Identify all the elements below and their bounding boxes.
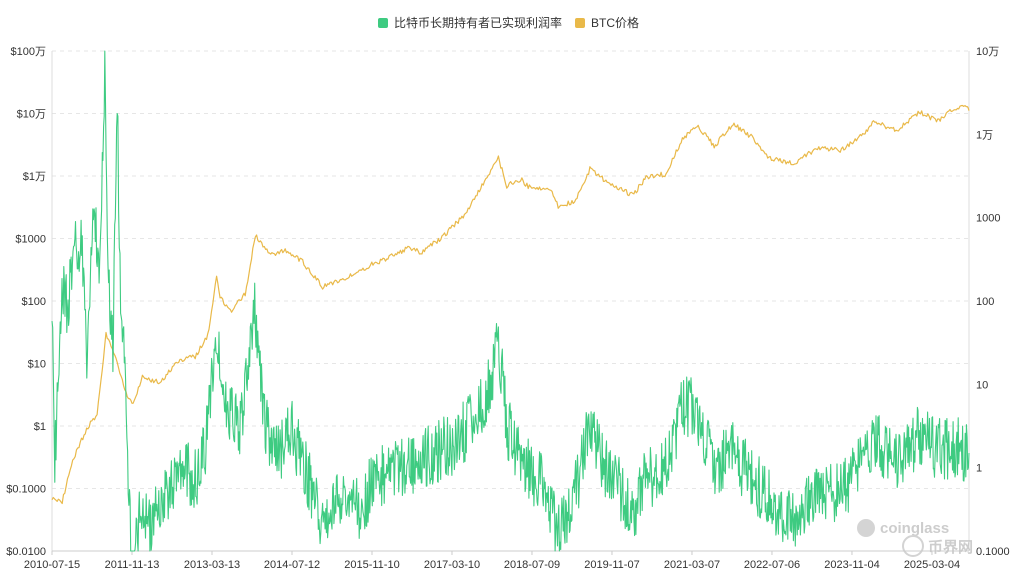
- left-tick-label: $1000: [15, 234, 46, 246]
- right-tick-label: 1000: [976, 213, 1000, 225]
- x-tick-label: 2019-11-07: [584, 559, 639, 571]
- legend-label-ratio[interactable]: 比特币长期持有者已实现利润率: [394, 15, 562, 30]
- left-tick-label: $10: [28, 359, 46, 371]
- x-tick-label: 2015-11-10: [344, 559, 399, 571]
- x-tick-label: 2025-03-04: [904, 559, 960, 571]
- watermark-brand-cn: 币界网: [928, 539, 973, 556]
- watermark: coinglass 币界网: [857, 519, 973, 557]
- left-tick-label: $100万: [11, 46, 46, 58]
- x-tick-label: 2013-03-13: [184, 559, 240, 571]
- left-axis: $0.0100 $0.1000 $1 $10 $100 $1000 $1万 $10万 $100万: [6, 46, 46, 558]
- x-tick-label: 2022-07-06: [744, 559, 800, 571]
- legend-label-btc[interactable]: BTC价格: [591, 15, 639, 30]
- left-tick-label: $1万: [23, 171, 46, 183]
- right-axis: 0.1000 1 10 100 1000 1万 10万: [976, 46, 1010, 558]
- right-tick-label: 100: [976, 296, 994, 308]
- watermark-brand: coinglass: [880, 520, 949, 537]
- series-line-ratio: [51, 50, 970, 552]
- right-tick-label: 1: [976, 463, 982, 475]
- right-tick-label: 1万: [976, 129, 993, 141]
- coinglass-logo-icon: [857, 519, 875, 537]
- left-tick-label: $0.0100: [6, 546, 46, 558]
- right-tick-label: 10: [976, 379, 988, 391]
- bijie-logo-icon: [902, 535, 924, 557]
- x-tick-label: 2017-03-10: [424, 559, 480, 571]
- legend-swatch-btc[interactable]: [575, 18, 585, 28]
- x-tick-label: 2023-11-04: [824, 559, 879, 571]
- left-tick-label: $0.1000: [6, 484, 46, 496]
- x-axis: 2010-07-15 2011-11-13 2013-03-13 2014-07-12…: [24, 551, 960, 571]
- right-tick-label: 10万: [976, 46, 999, 58]
- series-layer: [51, 50, 970, 552]
- left-tick-label: $100: [22, 296, 46, 308]
- x-tick-label: 2018-07-09: [504, 559, 560, 571]
- legend-swatch-ratio[interactable]: [378, 18, 388, 28]
- left-tick-label: $1: [34, 421, 46, 433]
- left-tick-label: $10万: [17, 109, 46, 121]
- grid: [51, 50, 970, 552]
- right-tick-label: 0.1000: [976, 546, 1010, 558]
- series-line-btc-price: [51, 104, 970, 505]
- x-tick-label: 2014-07-12: [264, 559, 320, 571]
- x-tick-label: 2021-03-07: [664, 559, 720, 571]
- x-tick-label: 2010-07-15: [24, 559, 80, 571]
- legend: 比特币长期持有者已实现利润率 BTC价格: [378, 15, 639, 30]
- x-tick-label: 2011-11-13: [105, 559, 160, 571]
